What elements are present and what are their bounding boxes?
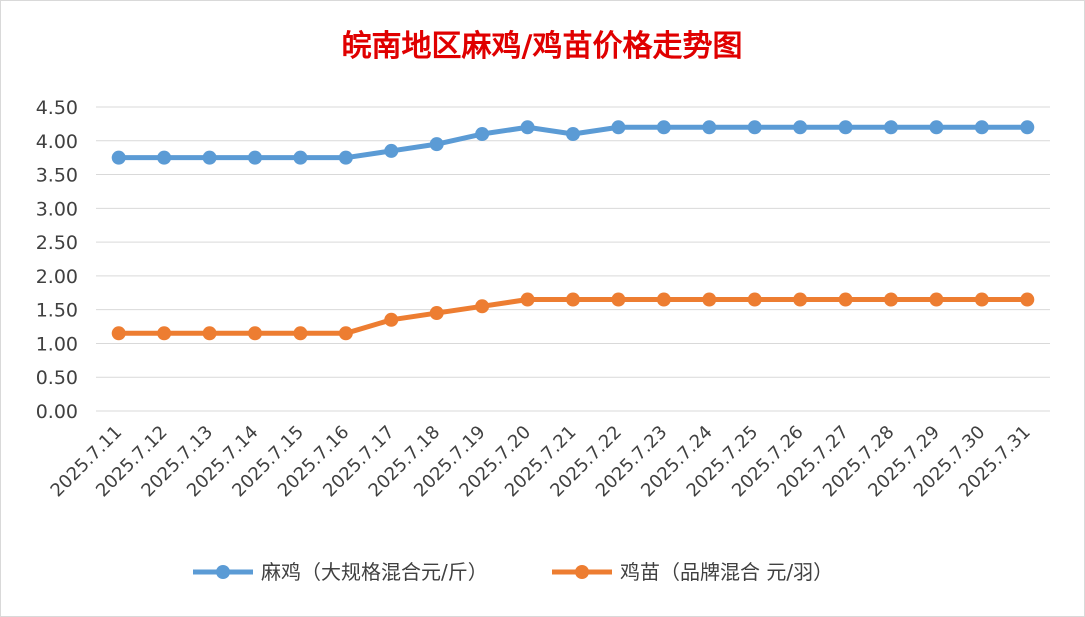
- data-point: [202, 326, 217, 341]
- data-point: [248, 326, 262, 341]
- data-point: [338, 150, 353, 165]
- data-point: [1020, 292, 1035, 307]
- y-tick-label: 1.00: [36, 333, 78, 355]
- data-point: [974, 120, 989, 135]
- data-point: [202, 150, 217, 165]
- data-point: [884, 120, 898, 135]
- data-point: [520, 120, 535, 135]
- data-point: [747, 292, 762, 307]
- data-point: [656, 120, 671, 135]
- data-point: [157, 150, 172, 165]
- data-point: [384, 312, 399, 327]
- y-tick-label: 3.50: [36, 165, 78, 187]
- data-point: [793, 292, 808, 307]
- legend-marker: [216, 565, 230, 579]
- chart-title: 皖南地区麻鸡/鸡苗价格走势图: [342, 29, 743, 64]
- data-point: [929, 120, 944, 135]
- data-point: [929, 292, 944, 307]
- data-point: [793, 120, 808, 135]
- legend-label: 鸡苗（品牌混合 元/羽）: [620, 560, 833, 584]
- data-point: [656, 292, 671, 307]
- data-point: [248, 150, 262, 165]
- data-point: [838, 120, 853, 135]
- data-point: [702, 120, 717, 135]
- data-point: [747, 120, 762, 135]
- data-point: [884, 292, 898, 307]
- y-tick-label: 3.00: [36, 198, 78, 220]
- data-point: [566, 292, 580, 307]
- data-point: [520, 292, 535, 307]
- y-tick-label: 0.50: [36, 367, 78, 389]
- y-tick-label: 0.00: [36, 401, 78, 423]
- data-point: [611, 120, 626, 135]
- x-axis-ticks: 2025.7.112025.7.122025.7.132025.7.142025…: [47, 422, 1035, 502]
- y-tick-label: 4.00: [36, 131, 78, 153]
- data-point: [475, 127, 490, 142]
- series-group: [111, 120, 1035, 341]
- data-point: [611, 292, 626, 307]
- data-point: [974, 292, 989, 307]
- data-point: [475, 299, 490, 314]
- y-tick-label: 2.00: [36, 266, 78, 288]
- legend: 麻鸡（大规格混合元/斤） 鸡苗（品牌混合 元/羽）: [193, 560, 833, 584]
- data-point: [838, 292, 853, 307]
- y-axis-ticks: 0.00 0.50 1.00 1.50 2.00 2.50 3.00 3.50 4.00 4.50: [36, 97, 78, 423]
- y-tick-label: 2.50: [36, 232, 78, 254]
- data-point: [111, 326, 126, 341]
- legend-marker: [575, 565, 589, 579]
- data-point: [293, 326, 308, 341]
- data-point: [1020, 120, 1035, 135]
- data-point: [566, 127, 580, 142]
- data-point: [111, 150, 126, 165]
- legend-label: 麻鸡（大规格混合元/斤）: [261, 560, 488, 584]
- data-point: [702, 292, 717, 307]
- grid-lines: [96, 106, 1050, 412]
- data-point: [157, 326, 172, 341]
- data-point: [384, 143, 399, 158]
- data-point: [338, 326, 353, 341]
- y-tick-label: 4.50: [36, 97, 78, 119]
- data-point: [429, 306, 444, 321]
- y-tick-label: 1.50: [36, 300, 78, 322]
- data-point: [429, 137, 444, 152]
- data-point: [293, 150, 308, 165]
